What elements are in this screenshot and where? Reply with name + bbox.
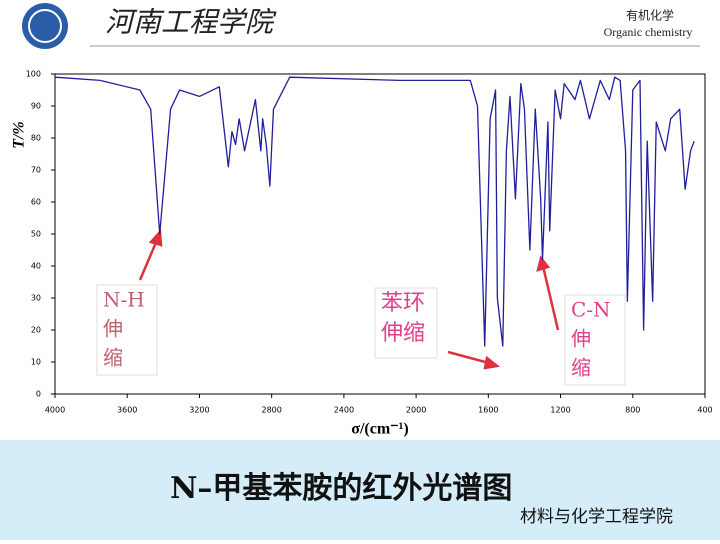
- annotation-box: [96, 284, 158, 376]
- y-tick-label: 0: [36, 390, 41, 399]
- y-tick-label: 50: [31, 230, 41, 239]
- annotation-box: [564, 294, 626, 386]
- footer-band: [0, 440, 720, 540]
- arrow: [138, 239, 159, 281]
- y-tick-label: 70: [31, 166, 41, 175]
- annotation-text: 苯环: [381, 291, 425, 316]
- arrows: [138, 228, 560, 370]
- footer-text: 材料与化学工程学院: [520, 507, 673, 527]
- annotation-text: 缩: [103, 346, 123, 370]
- arrow-head: [483, 355, 500, 370]
- x-tick-label: 800: [625, 406, 640, 415]
- spectrum-line: [54, 76, 695, 347]
- x-tick-label: 3600: [117, 406, 137, 415]
- annotation-text: 缩: [571, 356, 591, 380]
- y-tick-label: 10: [31, 358, 41, 367]
- x-tick-label: 3200: [189, 406, 209, 415]
- annotation-text: 伸: [103, 317, 123, 341]
- arrow: [447, 350, 490, 365]
- x-tick-label: 2800: [261, 406, 281, 415]
- x-tick-label: 1200: [550, 406, 570, 415]
- y-tick-label: 60: [31, 198, 41, 207]
- y-tick-label: 100: [26, 70, 41, 79]
- y-tick-label: 30: [31, 294, 41, 303]
- arrow-head: [536, 255, 551, 272]
- x-axis-label: σ/(cm⁻¹): [351, 421, 408, 438]
- x-tick-label: 1600: [478, 406, 498, 415]
- y-tick-label: 80: [31, 134, 41, 143]
- y-tick-label: 40: [31, 262, 41, 271]
- annotation-text: 伸: [571, 327, 591, 351]
- x-tick-label: 4000: [45, 406, 65, 415]
- x-tick-label: 2000: [406, 406, 426, 415]
- chart-title: N–甲基苯胺的红外光谱图: [170, 471, 512, 506]
- course-title-en: Organic chemistry: [604, 25, 693, 39]
- annotation-text: N-H: [103, 288, 145, 312]
- annotation-box: [374, 287, 438, 359]
- annotation-text: C-N: [571, 298, 611, 322]
- logo-text: 河南工程学院: [105, 6, 277, 39]
- course-title: 有机化学: [626, 8, 674, 23]
- y-tick-label: 90: [31, 102, 41, 111]
- logo-ring: [28, 9, 62, 43]
- arrow-head: [148, 228, 163, 247]
- x-tick-label: 2400: [334, 406, 354, 415]
- y-tick-label: 20: [31, 326, 41, 335]
- annotation-text: 伸缩: [381, 321, 425, 346]
- y-axis-label: T/%: [11, 121, 28, 149]
- arrow: [541, 265, 560, 331]
- x-tick-label: 400: [697, 406, 712, 415]
